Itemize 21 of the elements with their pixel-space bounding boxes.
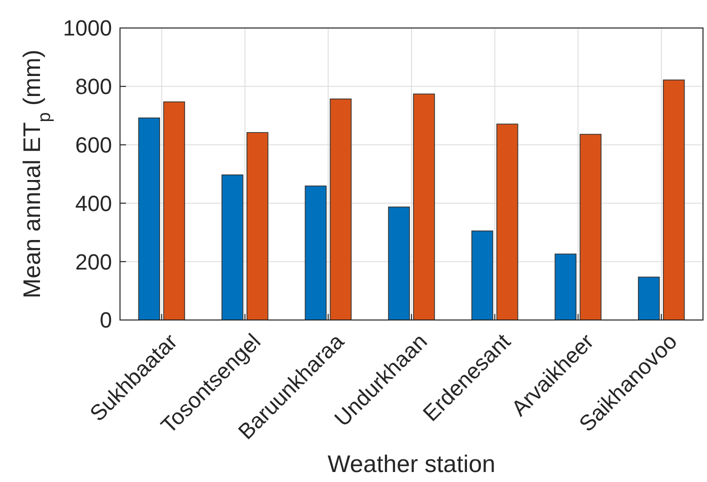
bar [330,98,352,320]
y-tick-label: 400 [75,190,112,216]
bar [662,80,685,320]
bar [638,276,660,320]
y-tick-label: 1000 [63,16,112,41]
bar [304,186,327,320]
y-tick-label: 200 [75,249,112,274]
bar [222,174,244,320]
bar [138,118,160,320]
bar [554,254,576,320]
bar [413,94,435,320]
bar [580,134,602,320]
x-axis-title: Weather station [328,451,496,478]
bar [246,132,268,320]
y-tick-label: 600 [75,132,112,158]
bar [496,124,518,320]
y-tick-label: 0 [100,308,112,333]
bar [163,101,186,320]
bar [388,206,410,320]
y-tick-label: 800 [75,74,112,100]
bar [471,230,494,320]
